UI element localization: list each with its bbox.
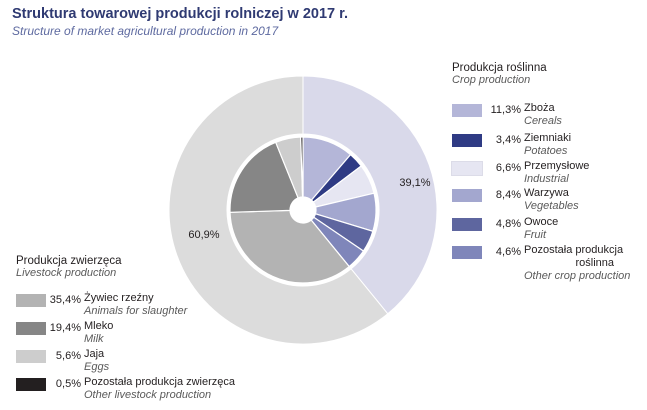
legend-swatch	[16, 294, 46, 307]
legend-value: 0,5%	[55, 378, 81, 390]
legend-crop-heading: Produkcja roślinna	[452, 62, 547, 74]
outer-slice-label-produkcja-zwierzeca: 60,9%	[188, 229, 219, 241]
legend-value: 3,4%	[495, 134, 521, 146]
chart-subtitle: Structure of market agricultural product…	[12, 24, 279, 38]
legend-swatch	[16, 378, 46, 391]
legend-swatch	[16, 322, 46, 335]
legend-livestock-heading-en: Livestock production	[16, 267, 117, 279]
legend-label: Mleko Milk	[84, 320, 113, 346]
legend-label-pl: Warzywa	[524, 187, 569, 199]
outer-slice-produkcja-roslinna	[302, 75, 438, 315]
legend-value: 8,4%	[495, 189, 521, 201]
legend-value: 35,4%	[49, 294, 81, 306]
legend-value: 19,4%	[49, 322, 81, 334]
legend-swatch	[452, 218, 482, 231]
legend-item-przemyslowe: 6,6% Przemysłowe Industrial	[451, 160, 642, 186]
legend-value: 5,6%	[55, 350, 81, 362]
legend-label-en: Milk	[84, 333, 104, 345]
legend-swatch	[452, 246, 482, 259]
legend-label: Ziemniaki Potatoes	[524, 132, 571, 158]
legend-value: 11,3%	[490, 104, 521, 116]
legend-label-pl: Jaja	[84, 348, 105, 360]
legend-swatch	[451, 161, 483, 176]
legend-label-pl: Żywiec rzeźny	[84, 292, 154, 304]
legend-label-en: Other crop production	[524, 270, 631, 282]
legend-label-pl: Owoce	[524, 216, 559, 228]
legend-value: 4,8%	[495, 218, 521, 230]
outer-slice-produkcja-zwierzeca	[168, 75, 389, 345]
legend-label-pl: Zboża	[524, 102, 555, 114]
legend-item-mleko: 19,4% Mleko Milk	[16, 320, 276, 346]
legend-item-pozostala-produkcja-roslinna: 4,6% Pozostała produkcja roślinna Other cro…	[452, 244, 642, 282]
legend-label-en: Industrial	[524, 173, 569, 185]
legend-label-pl: Ziemniaki	[524, 132, 572, 144]
legend-swatch	[16, 350, 46, 363]
chart-title: Struktura towarowej produkcji rolniczej …	[12, 6, 349, 22]
legend-item-zywiec-rzezny: 35,4% Żywiec rzeźny Animals for slaughter	[16, 292, 276, 318]
legend-swatch	[452, 134, 482, 147]
legend-label-en: Animals for slaughter	[84, 305, 188, 317]
legend-item-pozostala-produkcja-zwierzeca: 0,5% Pozostała produkcja zwierzęca Other l…	[16, 376, 276, 402]
legend-item-owoce: 4,8% Owoce Fruit	[452, 216, 642, 242]
legend-label: Zboża Cereals	[524, 102, 562, 128]
legend-value: 6,6%	[495, 162, 521, 174]
legend-label: Przemysłowe Industrial	[524, 160, 589, 186]
legend-label: Pozostała produkcja roślinna Other crop pr…	[524, 244, 630, 283]
legend-item-ziemniaki: 3,4% Ziemniaki Potatoes	[452, 132, 642, 158]
legend-label-pl: Pozostała produkcja zwierzęca	[84, 376, 236, 388]
legend-livestock-production: Produkcja zwierzęca Livestock production…	[16, 255, 276, 405]
legend-crop-production: Produkcja roślinna Crop production 11,3%…	[451, 62, 642, 292]
legend-swatch	[452, 104, 482, 117]
legend-label: Owoce Fruit	[524, 216, 558, 242]
outer-slice-label-produkcja-roslinna: 39,1%	[399, 177, 430, 189]
legend-label-en: Eggs	[84, 361, 110, 373]
legend-swatch	[452, 189, 482, 202]
legend-label-en: Vegetables	[524, 200, 579, 212]
legend-item-warzywa: 8,4% Warzywa Vegetables	[452, 187, 642, 213]
legend-item-zboza: 11,3% Zboża Cereals	[452, 102, 642, 128]
legend-label-en: Potatoes	[524, 145, 568, 157]
legend-label: Warzywa Vegetables	[524, 187, 579, 213]
legend-label-pl: Mleko	[84, 320, 114, 332]
legend-value: 4,6%	[495, 246, 521, 258]
legend-label: Pozostała produkcja zwierzęca Other lives…	[84, 376, 235, 402]
legend-label-en: Other livestock production	[84, 389, 212, 401]
legend-item-jaja: 5,6% Jaja Eggs	[16, 348, 276, 374]
donut-center-hole	[290, 197, 316, 223]
legend-crop-heading-en: Crop production	[452, 74, 531, 86]
legend-label-pl-line1: Pozostała produkcja	[524, 244, 624, 256]
legend-label-pl: Przemysłowe	[524, 160, 590, 172]
legend-livestock-heading: Produkcja zwierzęca	[16, 255, 122, 267]
legend-label-en: Cereals	[524, 115, 562, 127]
legend-label-en: Fruit	[524, 229, 546, 241]
legend-label-pl-line2: roślinna	[575, 257, 614, 269]
legend-label: Żywiec rzeźny Animals for slaughter	[84, 292, 187, 318]
legend-label: Jaja Eggs	[84, 348, 109, 374]
